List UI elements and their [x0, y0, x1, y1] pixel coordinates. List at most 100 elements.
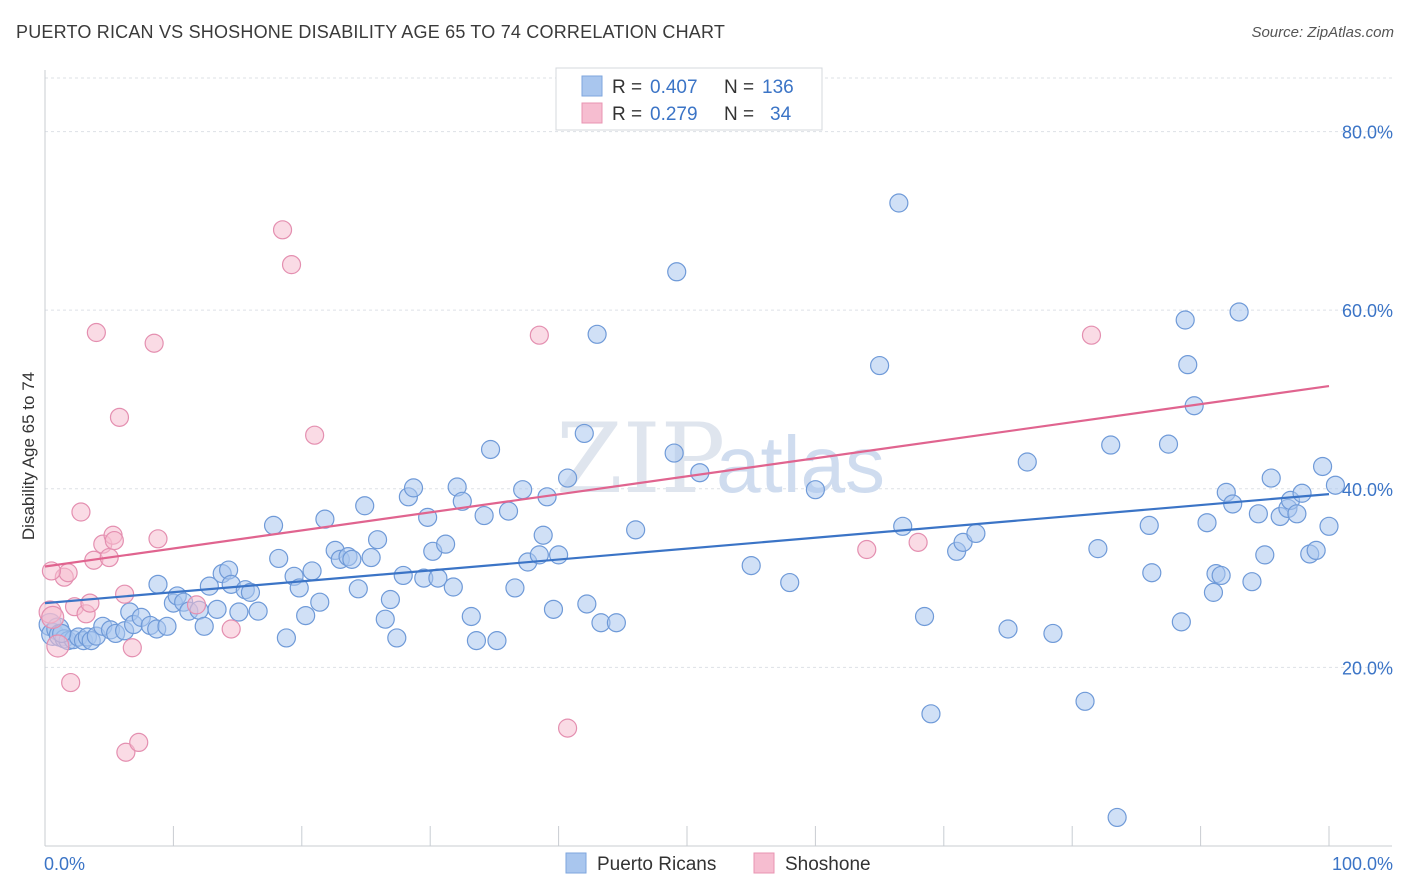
series-legend-swatch-blue — [565, 852, 587, 874]
puerto-ricans-point — [1175, 310, 1195, 330]
puerto-ricans-point — [269, 548, 289, 569]
shoshone-trend-line — [44, 385, 1330, 568]
puerto-ricans-point — [1211, 565, 1231, 586]
puerto-ricans-point — [480, 439, 501, 460]
stats-legend: R = 0.407 N = 136 R = 0.279 N = 34 — [555, 67, 823, 131]
puerto-ricans-point — [443, 577, 463, 597]
puerto-ricans-point — [367, 530, 388, 550]
puerto-ricans-point — [1229, 302, 1249, 322]
puerto-ricans-point — [466, 631, 487, 651]
puerto-ricans-point — [361, 547, 381, 568]
shoshone-point — [109, 407, 130, 427]
shoshone-point — [272, 220, 293, 240]
puerto-ricans-point — [342, 549, 362, 569]
puerto-ricans-point — [1203, 582, 1224, 602]
puerto-ricans-point — [1242, 572, 1262, 592]
puerto-ricans-point — [498, 501, 519, 521]
puerto-ricans-point — [543, 599, 564, 619]
legend-n-label-1: N = — [724, 77, 754, 98]
shoshone-point — [221, 619, 241, 639]
puerto-ricans-point — [805, 480, 826, 500]
shoshone-point — [122, 638, 142, 658]
puerto-ricans-point — [626, 520, 646, 540]
puerto-ricans-point — [1158, 434, 1179, 454]
puerto-ricans-point — [1088, 539, 1108, 559]
shoshone-point — [305, 425, 325, 445]
puerto-ricans-point — [1142, 563, 1162, 583]
puerto-ricans-point — [387, 628, 407, 648]
puerto-ricans-point — [1248, 504, 1268, 524]
x-ticks — [172, 826, 1330, 846]
puerto-ricans-point — [207, 599, 227, 619]
puerto-ricans-point — [574, 423, 594, 444]
puerto-ricans-point — [393, 565, 413, 586]
puerto-ricans-point — [587, 324, 607, 344]
puerto-ricans-point — [780, 572, 800, 593]
puerto-ricans-point — [229, 602, 249, 622]
puerto-ricans-point — [194, 616, 214, 636]
puerto-ricans-point — [276, 628, 296, 648]
series-legend-label-1: Puerto Ricans — [597, 854, 716, 875]
x-tick-label-max: 100.0% — [1332, 854, 1393, 874]
puerto-ricans-point — [474, 505, 494, 526]
series-legend-swatch-pink — [753, 852, 775, 874]
shoshone-point — [186, 595, 207, 615]
puerto-ricans-point — [148, 574, 168, 594]
puerto-ricans-point — [1223, 494, 1243, 514]
shoshone-point — [86, 322, 106, 343]
puerto-ricans-point — [1325, 475, 1346, 495]
puerto-ricans-point — [310, 592, 330, 612]
puerto-ricans-point — [914, 606, 935, 627]
axes — [44, 70, 1392, 847]
puerto-ricans-point — [157, 616, 177, 636]
puerto-ricans-point — [302, 561, 322, 581]
legend-r-value-1: 0.407 — [650, 77, 698, 98]
shoshone-point — [61, 672, 81, 693]
puerto-ricans-point — [296, 605, 316, 626]
shoshone-point — [148, 529, 168, 549]
chart-title: PUERTO RICAN VS SHOSHONE DISABILITY AGE … — [16, 22, 726, 42]
puerto-ricans-point — [664, 443, 684, 463]
puerto-ricans-point — [869, 355, 890, 376]
shoshone-point — [41, 605, 65, 629]
puerto-ricans-point — [1043, 623, 1063, 644]
puerto-ricans-point — [893, 516, 913, 536]
legend-n-label-2: N = — [724, 104, 754, 125]
shoshone-point — [46, 634, 70, 658]
puerto-ricans-point — [1171, 612, 1191, 632]
y-axis-label: Disability Age 65 to 74 — [19, 372, 38, 540]
puerto-ricans-point — [240, 582, 261, 602]
puerto-ricans-point — [529, 545, 549, 565]
puerto-ricans-point — [998, 619, 1018, 639]
puerto-ricans-trend-line — [44, 493, 1330, 605]
puerto-ricans-point — [741, 555, 761, 576]
shoshone-point — [116, 742, 136, 762]
watermark-atlas: atlas — [716, 420, 885, 509]
puerto-ricans-point — [577, 594, 597, 614]
puerto-ricans-point — [1292, 483, 1312, 503]
puerto-ricans-point — [1017, 452, 1037, 472]
puerto-ricans-point — [1306, 540, 1326, 561]
series-legend: Puerto Ricans Shoshone — [565, 852, 871, 875]
puerto-ricans-point — [1178, 355, 1198, 375]
puerto-ricans-point — [452, 491, 472, 511]
puerto-ricans-point — [505, 578, 525, 598]
y-tick-label: 20.0% — [1342, 658, 1393, 678]
shoshone-point — [115, 584, 135, 604]
y-tick-label: 80.0% — [1342, 123, 1393, 143]
puerto-ricans-point — [966, 523, 986, 544]
puerto-ricans-point — [606, 613, 626, 633]
shoshone-point — [58, 563, 78, 583]
legend-n-value-2: 34 — [770, 104, 792, 125]
shoshone-point — [129, 732, 149, 753]
legend-swatch-blue — [581, 75, 603, 97]
shoshone-point — [1081, 325, 1102, 345]
puerto-ricans-point — [1075, 691, 1095, 711]
shoshone-point — [557, 718, 578, 738]
legend-swatch-pink — [581, 102, 603, 124]
legend-n-value-1: 136 — [762, 77, 794, 98]
puerto-ricans-point — [248, 601, 268, 621]
shoshone-point — [104, 530, 124, 551]
puerto-ricans-point — [1255, 545, 1275, 565]
shoshone-point — [144, 333, 164, 353]
